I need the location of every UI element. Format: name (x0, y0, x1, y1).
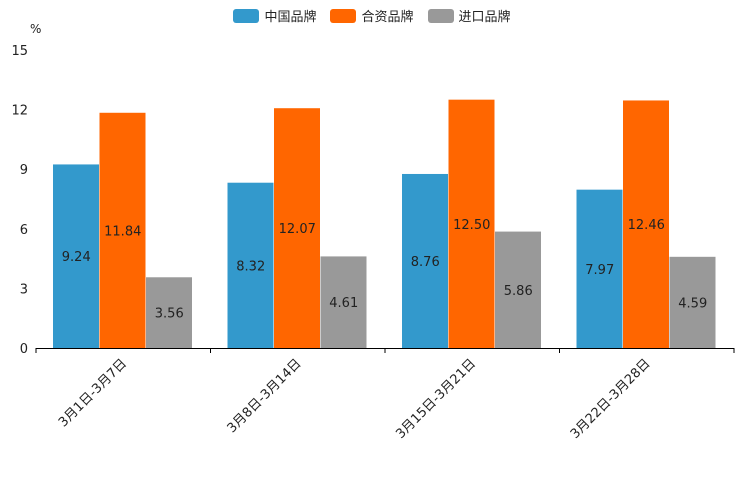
bar-data-label: 12.07 (279, 222, 316, 237)
legend: 中国品牌 合资品牌 进口品牌 (0, 6, 744, 25)
bar-data-label: 4.59 (678, 296, 707, 311)
bar (99, 112, 146, 349)
legend-label-import: 进口品牌 (458, 10, 511, 25)
y-axis-unit-label: % (30, 22, 41, 36)
x-category-label: 3月15日-3月21日 (393, 356, 479, 442)
bar (669, 256, 716, 348)
bar-data-label: 4.61 (329, 296, 358, 311)
bar-data-label: 12.46 (628, 218, 665, 233)
bar (495, 231, 541, 348)
bar (576, 189, 623, 348)
legend-item-import-brand[interactable]: 进口品牌 (427, 6, 511, 25)
bar-data-label: 5.86 (504, 284, 533, 299)
y-tick-label: 9 (20, 163, 28, 178)
bar (623, 100, 669, 348)
bar (146, 277, 192, 348)
x-category-label: 3月8日-3月14日 (225, 356, 305, 436)
bar-data-label: 11.84 (104, 224, 141, 239)
bar (320, 256, 367, 348)
legend-item-china-brand[interactable]: 中国品牌 (233, 6, 316, 25)
bar (402, 173, 448, 348)
legend-swatch-import (427, 8, 454, 23)
bar (448, 99, 495, 349)
y-tick-label: 3 (20, 282, 28, 297)
x-category-label: 3月1日-3月7日 (56, 356, 130, 430)
y-tick-label: 12 (11, 104, 28, 119)
y-tick-label: 6 (20, 223, 28, 238)
x-category-label: 3月22日-3月28日 (568, 356, 654, 442)
bar-data-label: 7.97 (585, 263, 614, 278)
bar-data-label: 9.24 (62, 250, 91, 265)
legend-item-joint-venture-brand[interactable]: 合资品牌 (330, 6, 414, 25)
bar (227, 182, 274, 348)
bar-data-label: 8.76 (411, 255, 440, 270)
bar-data-label: 8.32 (236, 259, 265, 274)
bar (53, 164, 99, 348)
y-tick-label: 15 (11, 44, 28, 59)
legend-label-china: 中国品牌 (264, 10, 317, 25)
bar-data-label: 12.50 (453, 218, 490, 233)
bar-data-label: 3.56 (155, 307, 184, 322)
legend-label-joint-venture: 合资品牌 (361, 10, 414, 25)
y-tick-label: 0 (20, 342, 28, 357)
bar (274, 108, 320, 348)
legend-swatch-china (233, 8, 260, 23)
legend-swatch-joint-venture (330, 8, 357, 23)
